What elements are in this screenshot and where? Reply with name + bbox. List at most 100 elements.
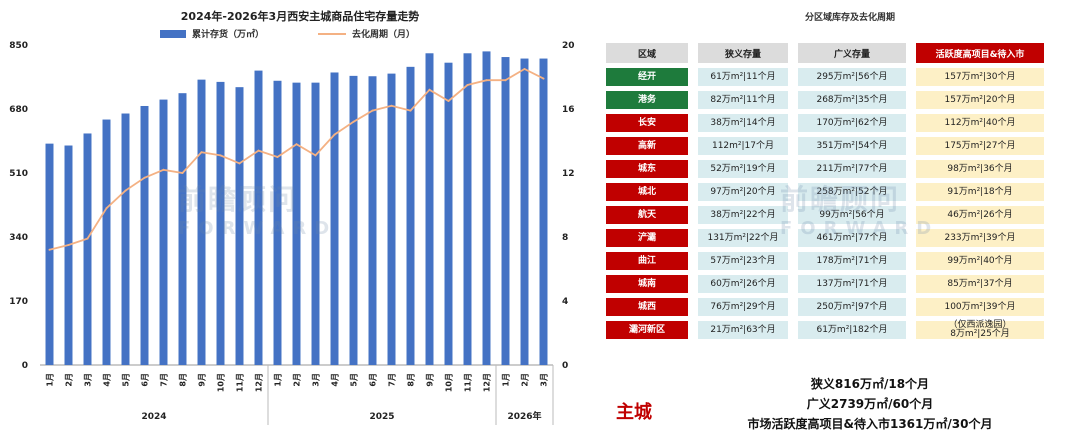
x-tick-label: 2月: [293, 373, 302, 387]
y-right-tick-label: 12: [562, 169, 575, 179]
district-row: 高新 112m²|17个月 351万m²|54个月 175万m²|27个月: [606, 137, 1044, 155]
line-point: [428, 88, 431, 91]
watermark-chart: 前瞻顾问 FORWARD: [178, 178, 337, 239]
x-tick-label: 10月: [217, 373, 226, 392]
watermark-chart-en: FORWARD: [178, 218, 338, 239]
bar-stock: [216, 81, 225, 366]
district-narrow-cell: 21万m²|63个月: [698, 321, 788, 339]
bar-stock: [311, 82, 320, 365]
watermark-panel-en: FORWARD: [780, 218, 940, 239]
bar-stock: [520, 58, 529, 365]
line-point: [409, 109, 412, 112]
y-left-tick-label: 340: [9, 233, 28, 243]
bar-stock: [425, 53, 434, 366]
bar-stock: [330, 72, 339, 365]
bar-stock: [83, 133, 92, 365]
district-active-cell: 100万m²|39个月: [916, 298, 1044, 316]
line-point: [466, 84, 469, 86]
district-region-cell: 高新: [606, 137, 688, 155]
y-right-tick-label: 20: [562, 41, 575, 51]
line-point: [542, 77, 545, 80]
bar-stock: [64, 145, 73, 365]
district-header-row: 区域 狭义存量 广义存量 活跃度高项目&待入市: [606, 43, 1044, 63]
x-tick-label: 8月: [407, 373, 416, 387]
line-point: [390, 104, 393, 107]
line-point: [504, 79, 507, 82]
legend-bar-swatch: [160, 30, 186, 38]
x-tick-label: 5月: [350, 373, 359, 387]
line-point: [67, 244, 70, 246]
header-active-projects: 活跃度高项目&待入市: [916, 43, 1044, 63]
district-narrow-cell: 38万m²|22个月: [698, 206, 788, 224]
bar-stock: [197, 79, 206, 366]
watermark-panel: 前瞻顾问 FORWARD: [780, 178, 939, 239]
district-narrow-cell: 57万m²|23个月: [698, 252, 788, 270]
district-region-cell: 经开: [606, 68, 688, 86]
line-point: [257, 149, 260, 152]
bar-stock: [539, 58, 548, 365]
district-region-cell: 城北: [606, 183, 688, 201]
district-region-cell: 港务: [606, 91, 688, 109]
district-region-cell: 航天: [606, 206, 688, 224]
x-tick-label: 8月: [179, 373, 188, 387]
line-point: [162, 168, 165, 171]
district-active-cell: 233万m²|39个月: [916, 229, 1044, 247]
main-city-label: 主城: [616, 402, 652, 423]
header-broad-stock: 广义存量: [798, 43, 906, 63]
district-active-cell: 98万m²|36个月: [916, 160, 1044, 178]
bar-stock: [349, 75, 358, 365]
x-tick-label: 3月: [540, 373, 549, 387]
line-point: [295, 143, 298, 146]
x-tick-label: 1月: [502, 373, 511, 387]
bar-stock: [273, 80, 282, 365]
bar-stock: [444, 62, 453, 365]
header-narrow-stock: 狭义存量: [698, 43, 788, 63]
district-row: 城南 60万m²|26个月 137万m²|71个月 85万m²|37个月: [606, 275, 1044, 293]
y-right-tick-label: 0: [562, 361, 568, 371]
district-active-cell: 157万m²|30个月: [916, 68, 1044, 86]
district-row: 长安 38万m²|14个月 170万m²|62个月 112万m²|40个月: [606, 114, 1044, 132]
district-region-cell: 曲江: [606, 252, 688, 270]
y-left-tick-label: 170: [9, 297, 28, 307]
district-narrow-cell: 82万m²|11个月: [698, 91, 788, 109]
district-active-cell: 175万m²|27个月: [916, 137, 1044, 155]
y-left-tick-label: 850: [9, 41, 28, 51]
stock-trend-chart: 2024年-2026年3月西安主城商品住宅存量走势 累计存货（万㎡） 去化周期（…: [9, 9, 575, 425]
bar-stock: [501, 57, 510, 365]
x-tick-label: 7月: [160, 373, 169, 387]
year-group-label: 2024: [141, 412, 166, 422]
year-group-label: 2025: [369, 412, 394, 422]
line-point: [105, 207, 108, 210]
bar-stock: [406, 66, 415, 365]
district-broad-cell: 351万m²|54个月: [798, 137, 906, 155]
district-active-cell: 91万m²|18个月: [916, 183, 1044, 201]
x-tick-label: 1月: [46, 373, 55, 387]
district-row: 城西 76万m²|29个月 250万m²|97个月 100万m²|39个月: [606, 298, 1044, 316]
bar-stock: [292, 82, 301, 365]
district-broad-cell: 211万m²|77个月: [798, 160, 906, 178]
district-active-cell: 99万m²|40个月: [916, 252, 1044, 270]
x-tick-label: 4月: [331, 373, 340, 387]
chart-legend: 累计存货（万㎡） 去化周期（月）: [160, 28, 415, 40]
district-active-cell: 46万m²|26个月: [916, 206, 1044, 224]
line-point: [352, 120, 355, 123]
x-tick-label: 2月: [521, 373, 530, 387]
y-left-tick-label: 680: [9, 105, 28, 115]
x-tick-label: 1月: [274, 373, 283, 387]
x-tick-label: 10月: [445, 373, 454, 392]
district-broad-cell: 295万m²|56个月: [798, 68, 906, 86]
district-active-cell: 85万m²|37个月: [916, 275, 1044, 293]
summary-block: 狭义816万㎡/18个月 广义2739万㎡/60个月 市场活跃度高项目&待入市1…: [720, 374, 1020, 434]
district-table: 区域 狭义存量 广义存量 活跃度高项目&待入市 经开 61万m²|11个月 295万…: [596, 38, 1054, 344]
x-tick-label: 12月: [483, 373, 492, 392]
x-tick-label: 3月: [84, 373, 93, 387]
district-row: 城北 97万m²|20个月 258万m²|52个月 91万m²|18个月: [606, 183, 1044, 201]
y-right-tick-label: 4: [562, 297, 568, 307]
line-point: [314, 154, 317, 157]
district-narrow-cell: 52万m²|19个月: [698, 160, 788, 178]
bar-stock: [121, 113, 130, 366]
legend-line-label: 去化周期（月）: [352, 28, 415, 40]
district-row: 曲江 57万m²|23个月 178万m²|71个月 99万m²|40个月: [606, 252, 1044, 270]
district-broad-cell: 61万m²|182个月: [798, 321, 906, 339]
district-region-cell: 浐灞: [606, 229, 688, 247]
